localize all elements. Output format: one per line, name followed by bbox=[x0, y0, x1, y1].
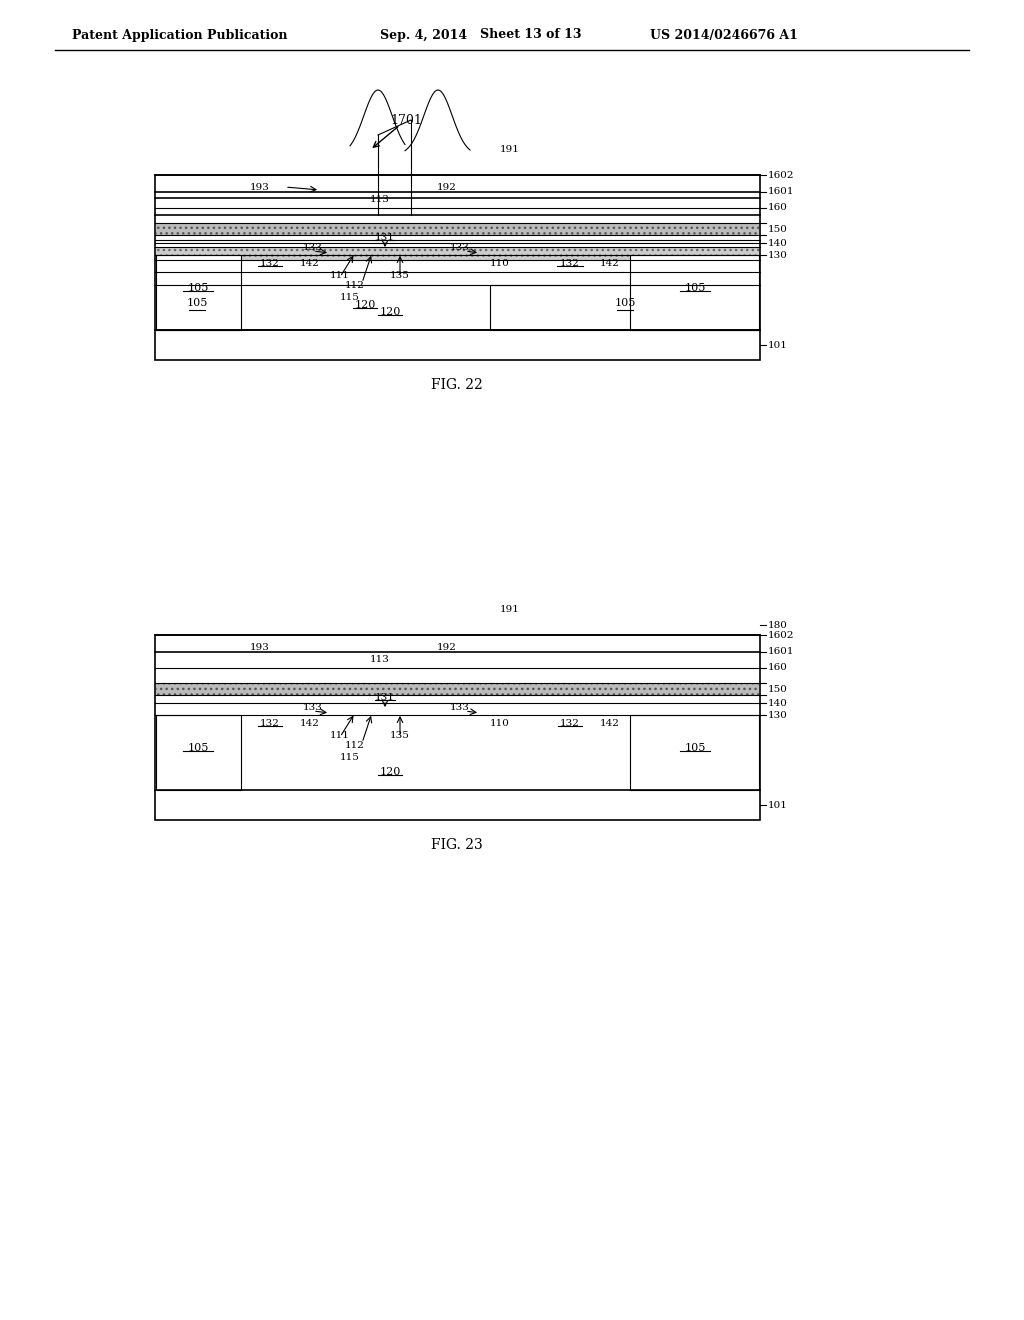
Text: 105: 105 bbox=[187, 743, 209, 752]
Text: Sep. 4, 2014: Sep. 4, 2014 bbox=[380, 29, 467, 41]
Text: 120: 120 bbox=[379, 308, 400, 317]
Text: 133: 133 bbox=[303, 243, 323, 252]
Text: 112: 112 bbox=[345, 741, 365, 750]
Text: 150: 150 bbox=[768, 685, 787, 693]
Text: 192: 192 bbox=[437, 182, 457, 191]
Text: 101: 101 bbox=[768, 341, 787, 350]
Text: 142: 142 bbox=[300, 259, 319, 268]
Text: 132: 132 bbox=[260, 718, 280, 727]
Bar bbox=[156, 223, 759, 235]
Text: 131: 131 bbox=[375, 232, 395, 242]
Text: 115: 115 bbox=[340, 293, 360, 301]
Bar bbox=[156, 285, 240, 330]
Text: 105: 105 bbox=[187, 282, 209, 293]
Text: 140: 140 bbox=[768, 239, 787, 248]
Text: 1701: 1701 bbox=[390, 114, 422, 127]
Text: Sheet 13 of 13: Sheet 13 of 13 bbox=[480, 29, 582, 41]
Text: 133: 133 bbox=[451, 243, 470, 252]
Text: US 2014/0246676 A1: US 2014/0246676 A1 bbox=[650, 29, 798, 41]
Text: 135: 135 bbox=[390, 271, 410, 280]
Text: 180: 180 bbox=[768, 620, 787, 630]
Text: 120: 120 bbox=[379, 767, 400, 777]
Text: 115: 115 bbox=[340, 752, 360, 762]
Text: 113: 113 bbox=[370, 656, 390, 664]
Text: Patent Application Publication: Patent Application Publication bbox=[72, 29, 288, 41]
Text: 140: 140 bbox=[768, 698, 787, 708]
Text: 130: 130 bbox=[768, 710, 787, 719]
Bar bbox=[155, 635, 760, 820]
Text: FIG. 22: FIG. 22 bbox=[431, 378, 483, 392]
Text: 142: 142 bbox=[600, 718, 620, 727]
Bar bbox=[155, 176, 760, 360]
Text: 133: 133 bbox=[451, 704, 470, 713]
Bar bbox=[156, 682, 759, 696]
Bar bbox=[630, 255, 759, 330]
Text: 142: 142 bbox=[300, 718, 319, 727]
Text: 133: 133 bbox=[303, 704, 323, 713]
Text: 132: 132 bbox=[260, 259, 280, 268]
Text: 135: 135 bbox=[390, 730, 410, 739]
Text: 111: 111 bbox=[330, 271, 350, 280]
Bar bbox=[156, 255, 241, 330]
Text: 110: 110 bbox=[490, 259, 510, 268]
Text: 110: 110 bbox=[490, 718, 510, 727]
Text: 105: 105 bbox=[614, 297, 636, 308]
Text: 101: 101 bbox=[768, 800, 787, 809]
Text: 1601: 1601 bbox=[768, 187, 795, 197]
Text: 191: 191 bbox=[500, 606, 520, 615]
Bar bbox=[156, 247, 759, 260]
Bar bbox=[630, 715, 759, 789]
Text: 191: 191 bbox=[500, 145, 520, 154]
Text: 193: 193 bbox=[250, 643, 270, 652]
Text: 160: 160 bbox=[768, 203, 787, 213]
Bar bbox=[490, 285, 759, 330]
Text: 1602: 1602 bbox=[768, 631, 795, 639]
Text: 150: 150 bbox=[768, 224, 787, 234]
Text: 132: 132 bbox=[560, 259, 580, 268]
Text: FIG. 23: FIG. 23 bbox=[431, 838, 483, 851]
Text: 160: 160 bbox=[768, 664, 787, 672]
Text: 131: 131 bbox=[375, 693, 395, 701]
Text: 132: 132 bbox=[560, 718, 580, 727]
Text: 142: 142 bbox=[600, 259, 620, 268]
Text: 1602: 1602 bbox=[768, 170, 795, 180]
Text: 105: 105 bbox=[186, 297, 208, 308]
Bar bbox=[156, 715, 241, 789]
Text: 120: 120 bbox=[354, 300, 376, 310]
Text: 113: 113 bbox=[370, 195, 390, 205]
Text: 105: 105 bbox=[684, 743, 706, 752]
Text: 193: 193 bbox=[250, 182, 270, 191]
Text: 1601: 1601 bbox=[768, 648, 795, 656]
Text: 130: 130 bbox=[768, 251, 787, 260]
Text: 105: 105 bbox=[684, 282, 706, 293]
Text: 111: 111 bbox=[330, 730, 350, 739]
Text: 192: 192 bbox=[437, 643, 457, 652]
Text: 112: 112 bbox=[345, 281, 365, 289]
